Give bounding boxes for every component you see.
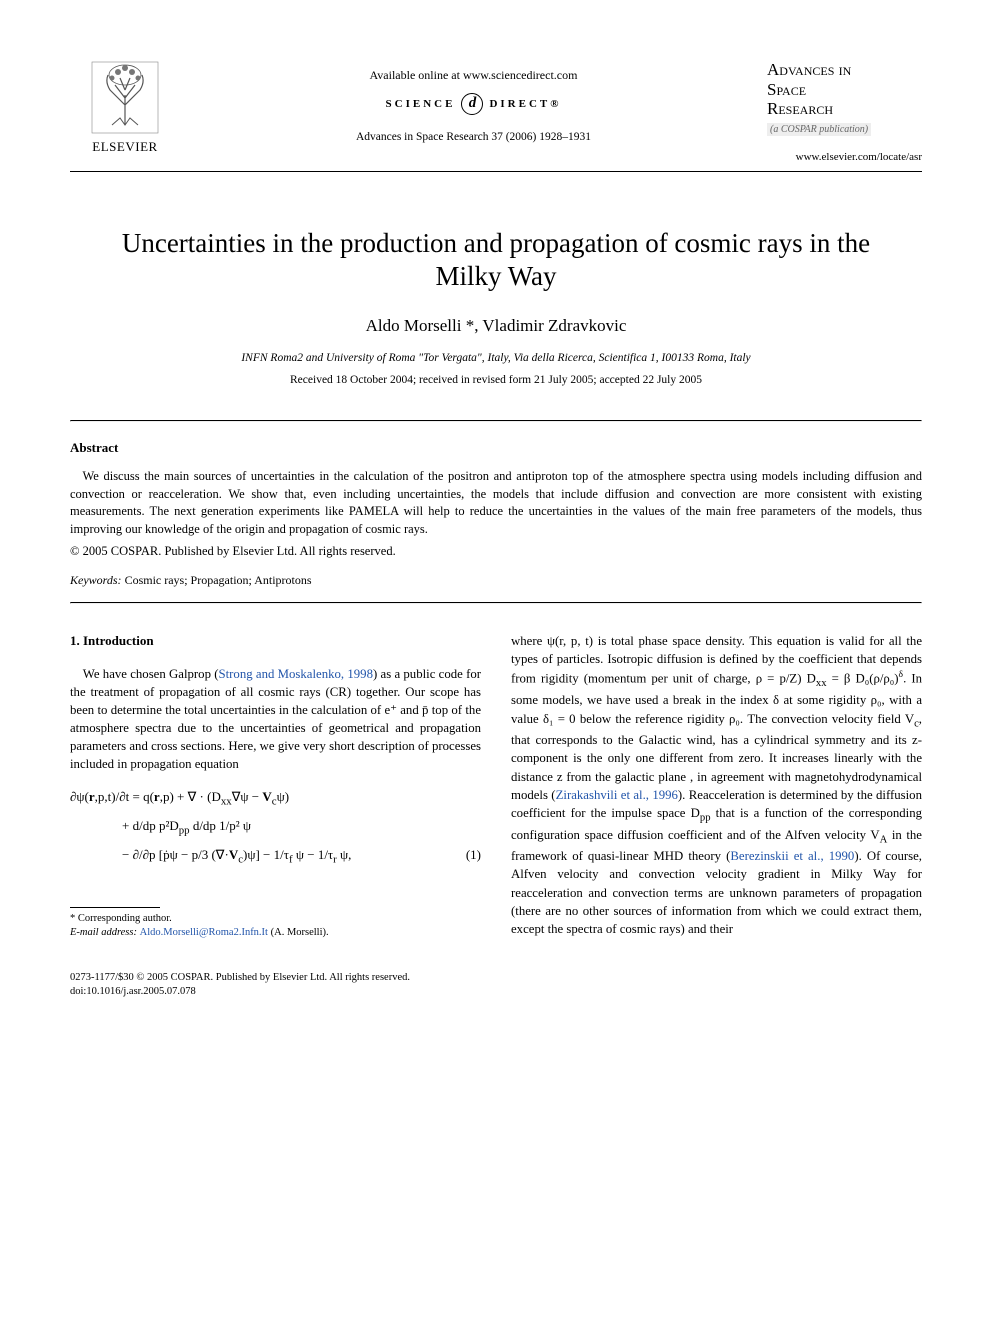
article-title: Uncertainties in the production and prop… xyxy=(100,227,892,295)
journal-url: www.elsevier.com/locate/asr xyxy=(767,151,922,163)
footer-copyright: 0273-1177/$30 © 2005 COSPAR. Published b… xyxy=(70,971,922,985)
propagation-equation: ∂ψ(r,p,t)/∂t = q(r,p) + ∇ · (Dxx∇ψ − Vcψ… xyxy=(70,784,481,872)
keywords-label: Keywords: xyxy=(70,573,122,587)
sciencedirect-logo: SCIENCE d DIRECT® xyxy=(386,93,562,115)
sd-text-right: DIRECT® xyxy=(489,98,561,110)
publisher-block: ELSEVIER xyxy=(70,60,180,155)
page-footer: 0273-1177/$30 © 2005 COSPAR. Published b… xyxy=(70,971,922,999)
available-online-line: Available online at www.sciencedirect.co… xyxy=(180,68,767,83)
citation-line: Advances in Space Research 37 (2006) 192… xyxy=(180,131,767,143)
journal-title-l2: Space xyxy=(767,80,806,99)
page-header: ELSEVIER Available online at www.science… xyxy=(70,60,922,163)
header-rule xyxy=(70,171,922,172)
citation-zirakashvili[interactable]: Zirakashvili et al., 1996 xyxy=(556,788,678,802)
author-email-link[interactable]: Aldo.Morselli@Roma2.Infn.It xyxy=(140,927,268,938)
equation-number: (1) xyxy=(466,842,481,868)
abstract-top-rule xyxy=(70,420,922,422)
abstract-heading: Abstract xyxy=(70,440,922,456)
footer-doi: doi:10.1016/j.asr.2005.07.078 xyxy=(70,985,922,999)
journal-title: Advances in Space Research xyxy=(767,60,922,119)
left-column: 1. Introduction We have chosen Galprop (… xyxy=(70,632,481,940)
center-header: Available online at www.sciencedirect.co… xyxy=(180,60,767,143)
abstract-bottom-rule xyxy=(70,602,922,604)
article-dates: Received 18 October 2004; received in re… xyxy=(70,374,922,386)
citation-berezinskii[interactable]: Berezinskii et al., 1990 xyxy=(730,849,854,863)
citation-strong-moskalenko[interactable]: Strong and Moskalenko, 1998 xyxy=(219,667,373,681)
corresponding-author-note: * Corresponding author. xyxy=(70,912,481,926)
email-attribution: (A. Morselli). xyxy=(268,927,329,938)
abstract-body: We discuss the main sources of uncertain… xyxy=(70,468,922,538)
col2-t2: = β D₀(ρ/ρ₀) xyxy=(827,672,899,686)
abstract-copyright: © 2005 COSPAR. Published by Elsevier Ltd… xyxy=(70,544,922,559)
right-column: where ψ(r, p, t) is total phase space de… xyxy=(511,632,922,940)
col2-paragraph: where ψ(r, p, t) is total phase space de… xyxy=(511,632,922,938)
email-footnote: E-mail address: Aldo.Morselli@Roma2.Infn… xyxy=(70,926,481,940)
journal-box: Advances in Space Research (a COSPAR pub… xyxy=(767,60,922,163)
sd-d-icon: d xyxy=(461,93,483,115)
keywords-line: Keywords: Cosmic rays; Propagation; Anti… xyxy=(70,573,922,588)
journal-title-l3: Research xyxy=(767,99,833,118)
section-1-heading: 1. Introduction xyxy=(70,632,481,650)
sd-text-left: SCIENCE xyxy=(386,98,456,110)
intro-text-a: We have chosen Galprop ( xyxy=(83,667,219,681)
intro-text-b: ) as a public code for the treatment of … xyxy=(70,667,481,772)
elsevier-tree-logo xyxy=(90,60,160,135)
keywords-list: Cosmic rays; Propagation; Antiprotons xyxy=(122,573,312,587)
journal-subtitle: (a COSPAR publication) xyxy=(767,123,871,136)
footnote-rule xyxy=(70,907,160,908)
journal-title-l1: Advances in xyxy=(767,60,851,79)
email-label: E-mail address: xyxy=(70,927,140,938)
intro-paragraph: We have chosen Galprop (Strong and Moska… xyxy=(70,665,481,774)
body-columns: 1. Introduction We have chosen Galprop (… xyxy=(70,632,922,940)
affiliation: INFN Roma2 and University of Roma "Tor V… xyxy=(70,352,922,364)
authors: Aldo Morselli *, Vladimir Zdravkovic xyxy=(70,316,922,336)
publisher-name: ELSEVIER xyxy=(92,139,157,155)
